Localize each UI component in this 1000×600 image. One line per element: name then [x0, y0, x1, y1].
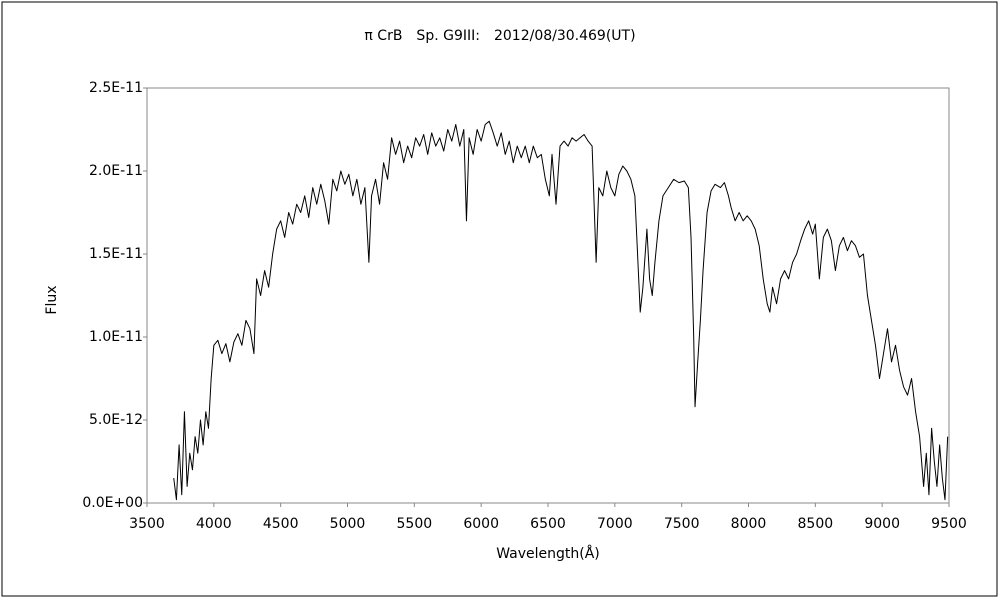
x-tick-label: 7500 [664, 516, 700, 532]
y-tick-label: 5.0E-12 [89, 412, 143, 428]
chart-title: π CrB Sp. G9III: 2012/08/30.469(UT) [364, 28, 635, 44]
x-tick-label: 9000 [864, 516, 900, 532]
y-tick-label: 1.0E-11 [89, 329, 143, 345]
x-tick-label: 7000 [597, 516, 633, 532]
x-tick-label: 6500 [530, 516, 566, 532]
y-axis-label: Flux [44, 285, 60, 314]
x-axis-label: Wavelength(Å) [496, 545, 600, 562]
x-tick-label: 3500 [129, 516, 165, 532]
x-tick-label: 8500 [798, 516, 834, 532]
y-tick-label: 1.5E-11 [89, 246, 143, 262]
x-tick-label: 4500 [263, 516, 299, 532]
x-tick-label: 6000 [463, 516, 499, 532]
x-tick-label: 8000 [731, 516, 767, 532]
x-tick-label: 9500 [931, 516, 967, 532]
y-tick-label: 0.0E+00 [82, 495, 143, 511]
x-tick-label: 5500 [397, 516, 433, 532]
y-tick-label: 2.0E-11 [89, 163, 143, 179]
plot-area [146, 87, 950, 504]
x-tick-label: 5000 [330, 516, 366, 532]
y-tick-label: 2.5E-11 [89, 80, 143, 96]
spectrum-line [173, 120, 949, 501]
x-tick-label: 4000 [196, 516, 232, 532]
